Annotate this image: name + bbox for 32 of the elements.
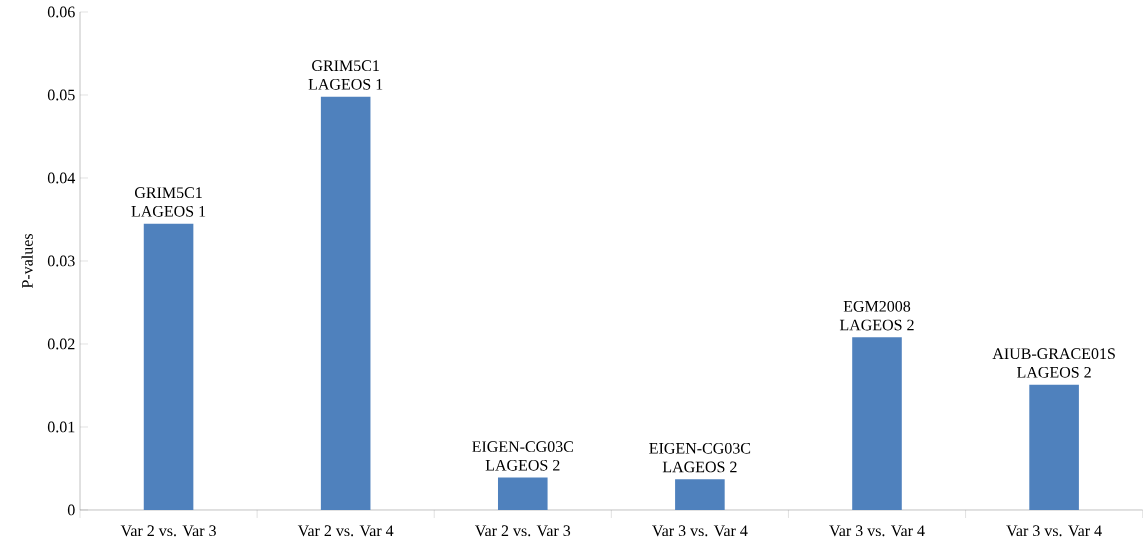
annotation: EIGEN-CG03C xyxy=(472,441,573,453)
x-tick-label: Var 2 vs. Var 4 xyxy=(297,525,394,537)
x-tick-label: Var 3 vs. Var 4 xyxy=(829,525,925,537)
y-tick-label: 0.06 xyxy=(47,6,75,18)
annotation: LAGEOS 2 xyxy=(1017,366,1091,378)
y-tick-label: 0 xyxy=(67,504,75,516)
y-tick-label: 0.04 xyxy=(47,172,76,184)
annotation: LAGEOS 1 xyxy=(308,78,383,90)
bar xyxy=(320,96,371,510)
x-tick-label: Var 3 vs. Var 4 xyxy=(1006,525,1102,537)
annotation: LAGEOS 2 xyxy=(839,319,914,331)
annotation: LAGEOS 2 xyxy=(485,459,560,471)
annotation: GRIM5C1 xyxy=(312,60,379,72)
y-tick-label: 0.01 xyxy=(47,421,75,433)
y-tick-label: 0.03 xyxy=(47,255,75,267)
bar xyxy=(497,477,548,510)
annotation: GRIM5C1 xyxy=(134,187,202,199)
annotation: LAGEOS 2 xyxy=(662,461,737,473)
y-tick-label: 0.05 xyxy=(47,89,75,101)
bar xyxy=(1029,384,1079,510)
annotation: LAGEOS 1 xyxy=(131,205,206,217)
annotation: EIGEN-CG03C xyxy=(649,442,751,454)
y-tick-label: 0.02 xyxy=(47,338,75,350)
x-tick-label: Var 2 vs. Var 3 xyxy=(474,525,571,537)
annotation: AIUB-GRACE01S xyxy=(992,348,1115,360)
annotation: EGM2008 xyxy=(843,300,911,312)
x-tick-label: Var 2 vs. Var 3 xyxy=(120,525,216,537)
y-axis-title: P-values xyxy=(21,234,33,289)
bar xyxy=(143,223,194,510)
bar xyxy=(852,337,902,510)
bar xyxy=(675,479,725,510)
x-tick-label: Var 3 vs. Var 4 xyxy=(652,525,748,537)
